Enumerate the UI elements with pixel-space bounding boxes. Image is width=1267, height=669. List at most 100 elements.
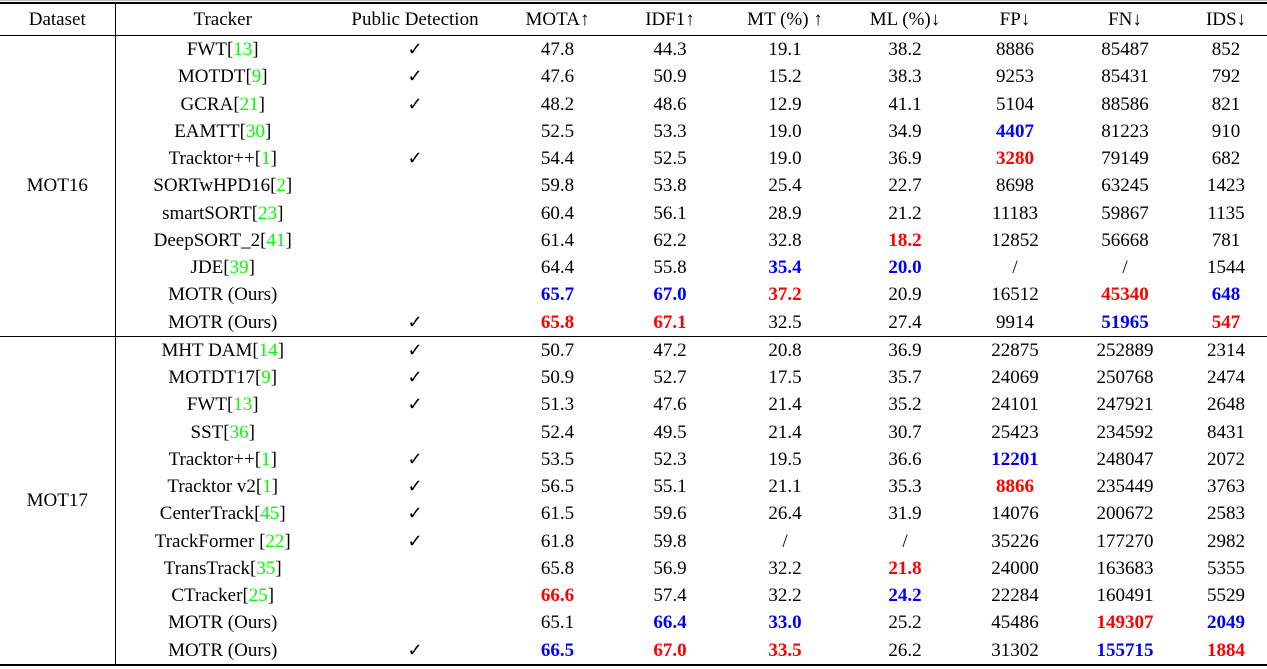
citation-link[interactable]: 25 bbox=[248, 585, 268, 607]
metric-cell: 22875 bbox=[965, 335, 1065, 364]
citation-link[interactable]: 13 bbox=[233, 394, 253, 416]
citation-link[interactable]: 1 bbox=[261, 448, 271, 470]
metric-cell: 160491 bbox=[1096, 585, 1154, 607]
metric-cell: 9914 bbox=[996, 311, 1034, 333]
citation-link[interactable]: 9 bbox=[261, 367, 271, 389]
metric-cell: 66.5 bbox=[540, 639, 575, 661]
col-header-tracker: Tracker bbox=[115, 3, 330, 36]
metric-cell: 177270 bbox=[1096, 530, 1154, 552]
metric-cell: 5529 bbox=[1207, 585, 1245, 607]
public-detection-cell: ✓ bbox=[330, 309, 500, 337]
tracker-name: Tracktor v2[1] bbox=[167, 476, 279, 498]
citation-link[interactable]: 35 bbox=[256, 557, 276, 579]
metric-cell: 2648 bbox=[1207, 394, 1245, 416]
table-row: MOTR (Ours) ✓ 66.5 67.0 33.5 26.2 31302 155715 1… bbox=[0, 637, 1267, 666]
metric-cell: 55.8 bbox=[653, 257, 687, 279]
checkmark-icon: ✓ bbox=[407, 367, 423, 388]
citation-link[interactable]: 1 bbox=[262, 476, 272, 498]
citation-link[interactable]: 36 bbox=[229, 421, 249, 443]
citation-link[interactable]: 21 bbox=[239, 93, 259, 115]
metric-cell: 67.0 bbox=[653, 284, 687, 306]
tracker-name-text: CenterTrack bbox=[159, 503, 255, 525]
citation-link[interactable]: 13 bbox=[233, 39, 253, 61]
public-detection-cell: ✓ bbox=[330, 335, 500, 364]
metric-cell: 25423 bbox=[991, 421, 1039, 443]
table-row: SORTwHPD16[2] 59.8 53.8 25.4 22.7 8698 63245 14… bbox=[0, 172, 1267, 199]
citation-link[interactable]: 14 bbox=[258, 339, 278, 361]
metric-cell: 47.6 bbox=[540, 66, 575, 88]
citation-link[interactable]: 1 bbox=[261, 148, 271, 170]
metric-cell: 781 bbox=[1211, 229, 1241, 251]
metric-cell: 56668 bbox=[1101, 229, 1149, 251]
metric-cell: 1135 bbox=[1207, 202, 1245, 224]
citation-link[interactable]: 23 bbox=[258, 202, 278, 224]
citation-link[interactable]: 41 bbox=[266, 229, 286, 251]
metric-cell: 33.0 bbox=[768, 612, 802, 634]
tracker-name-text: SST bbox=[190, 421, 224, 443]
metric-cell: 59.8 bbox=[653, 530, 687, 552]
metric-cell: 852 bbox=[1211, 39, 1241, 61]
metric-cell: 32.2 bbox=[768, 557, 802, 579]
metric-cell: 2314 bbox=[1185, 335, 1267, 364]
metric-cell: 1544 bbox=[1207, 257, 1245, 279]
citation-link[interactable]: 9 bbox=[251, 66, 262, 88]
tracker-name-text: smartSORT bbox=[162, 202, 252, 224]
citation-link[interactable]: 30 bbox=[245, 120, 265, 142]
metric-cell: 15.2 bbox=[768, 66, 802, 88]
metric-cell: 8886 bbox=[996, 39, 1034, 61]
checkmark-icon: ✓ bbox=[407, 394, 423, 415]
metric-cell: 45486 bbox=[991, 612, 1039, 634]
metric-cell: 2474 bbox=[1207, 367, 1245, 389]
metric-cell: 67.1 bbox=[653, 311, 687, 333]
metric-cell: 66.6 bbox=[540, 585, 575, 607]
metric-cell: 19.0 bbox=[768, 148, 802, 170]
tracker-name-text: TrackFormer bbox=[154, 530, 260, 552]
public-detection-cell: ✓ bbox=[330, 528, 500, 555]
metric-cell: 66.4 bbox=[653, 612, 687, 634]
metric-cell: / bbox=[1012, 257, 1018, 279]
citation-link[interactable]: 2 bbox=[276, 175, 286, 197]
col-header-mota: MOTA↑ bbox=[500, 3, 615, 36]
public-detection-cell bbox=[330, 555, 500, 582]
metric-cell: 21.8 bbox=[888, 557, 922, 579]
metric-cell: 8431 bbox=[1207, 421, 1245, 443]
tracker-name: DeepSORT_2[41] bbox=[153, 229, 292, 251]
table-row: FWT[13] ✓ 51.3 47.6 21.4 35.2 24101 247921 2648 bbox=[0, 391, 1267, 418]
tracker-name-text: FWT bbox=[186, 394, 227, 416]
citation-link[interactable]: 39 bbox=[229, 257, 249, 279]
col-header-idf1: IDF1↑ bbox=[615, 3, 725, 36]
checkmark-icon: ✓ bbox=[407, 339, 423, 360]
metric-cell: 155715 bbox=[1096, 639, 1154, 661]
metric-cell: 18.2 bbox=[888, 229, 922, 251]
checkmark-icon: ✓ bbox=[407, 93, 423, 114]
tracker-name-text: MOTR (Ours) bbox=[168, 612, 278, 634]
col-header-ids: IDS↓ bbox=[1185, 3, 1267, 36]
metric-cell: 36.9 bbox=[888, 148, 922, 170]
dataset-label: MOT17 bbox=[0, 335, 116, 665]
metric-cell: 19.5 bbox=[768, 448, 802, 470]
metric-cell: 682 bbox=[1211, 148, 1241, 170]
tracker-name: MOTR (Ours) bbox=[115, 281, 330, 308]
table-row: JDE[39] 64.4 55.8 35.4 20.0 / / 1544 bbox=[0, 254, 1267, 281]
tracker-name: Tracktor++[1] bbox=[168, 448, 277, 470]
metric-cell: 19.1 bbox=[768, 39, 802, 61]
checkmark-icon: ✓ bbox=[407, 503, 423, 524]
top-gray-rule bbox=[0, 0, 1267, 1]
metric-cell: 20.9 bbox=[888, 284, 922, 306]
metric-cell: 59.8 bbox=[540, 175, 575, 197]
table-row: MOTDT[9] ✓ 47.6 50.9 15.2 38.3 9253 85431 792 bbox=[0, 63, 1267, 90]
citation-link[interactable]: 22 bbox=[265, 530, 285, 552]
citation-link[interactable]: 45 bbox=[260, 503, 280, 525]
metric-cell: 792 bbox=[1211, 66, 1241, 88]
metric-cell: 247921 bbox=[1096, 394, 1154, 416]
metric-cell: 52.4 bbox=[540, 421, 575, 443]
tracker-name: FWT[13] bbox=[186, 39, 259, 61]
metric-cell: 26.2 bbox=[888, 639, 922, 661]
metric-cell: 24000 bbox=[991, 557, 1039, 579]
metric-cell: 52.5 bbox=[653, 148, 687, 170]
table-row: EAMTT[30] 52.5 53.3 19.0 34.9 4407 81223 910 bbox=[0, 118, 1267, 145]
public-detection-cell bbox=[330, 419, 500, 446]
tracker-name-text: JDE bbox=[190, 257, 224, 279]
tracker-name: SORTwHPD16[2] bbox=[153, 175, 293, 197]
table-row: Tracktor++[1] ✓ 54.4 52.5 19.0 36.9 3280 79149 6… bbox=[0, 145, 1267, 172]
